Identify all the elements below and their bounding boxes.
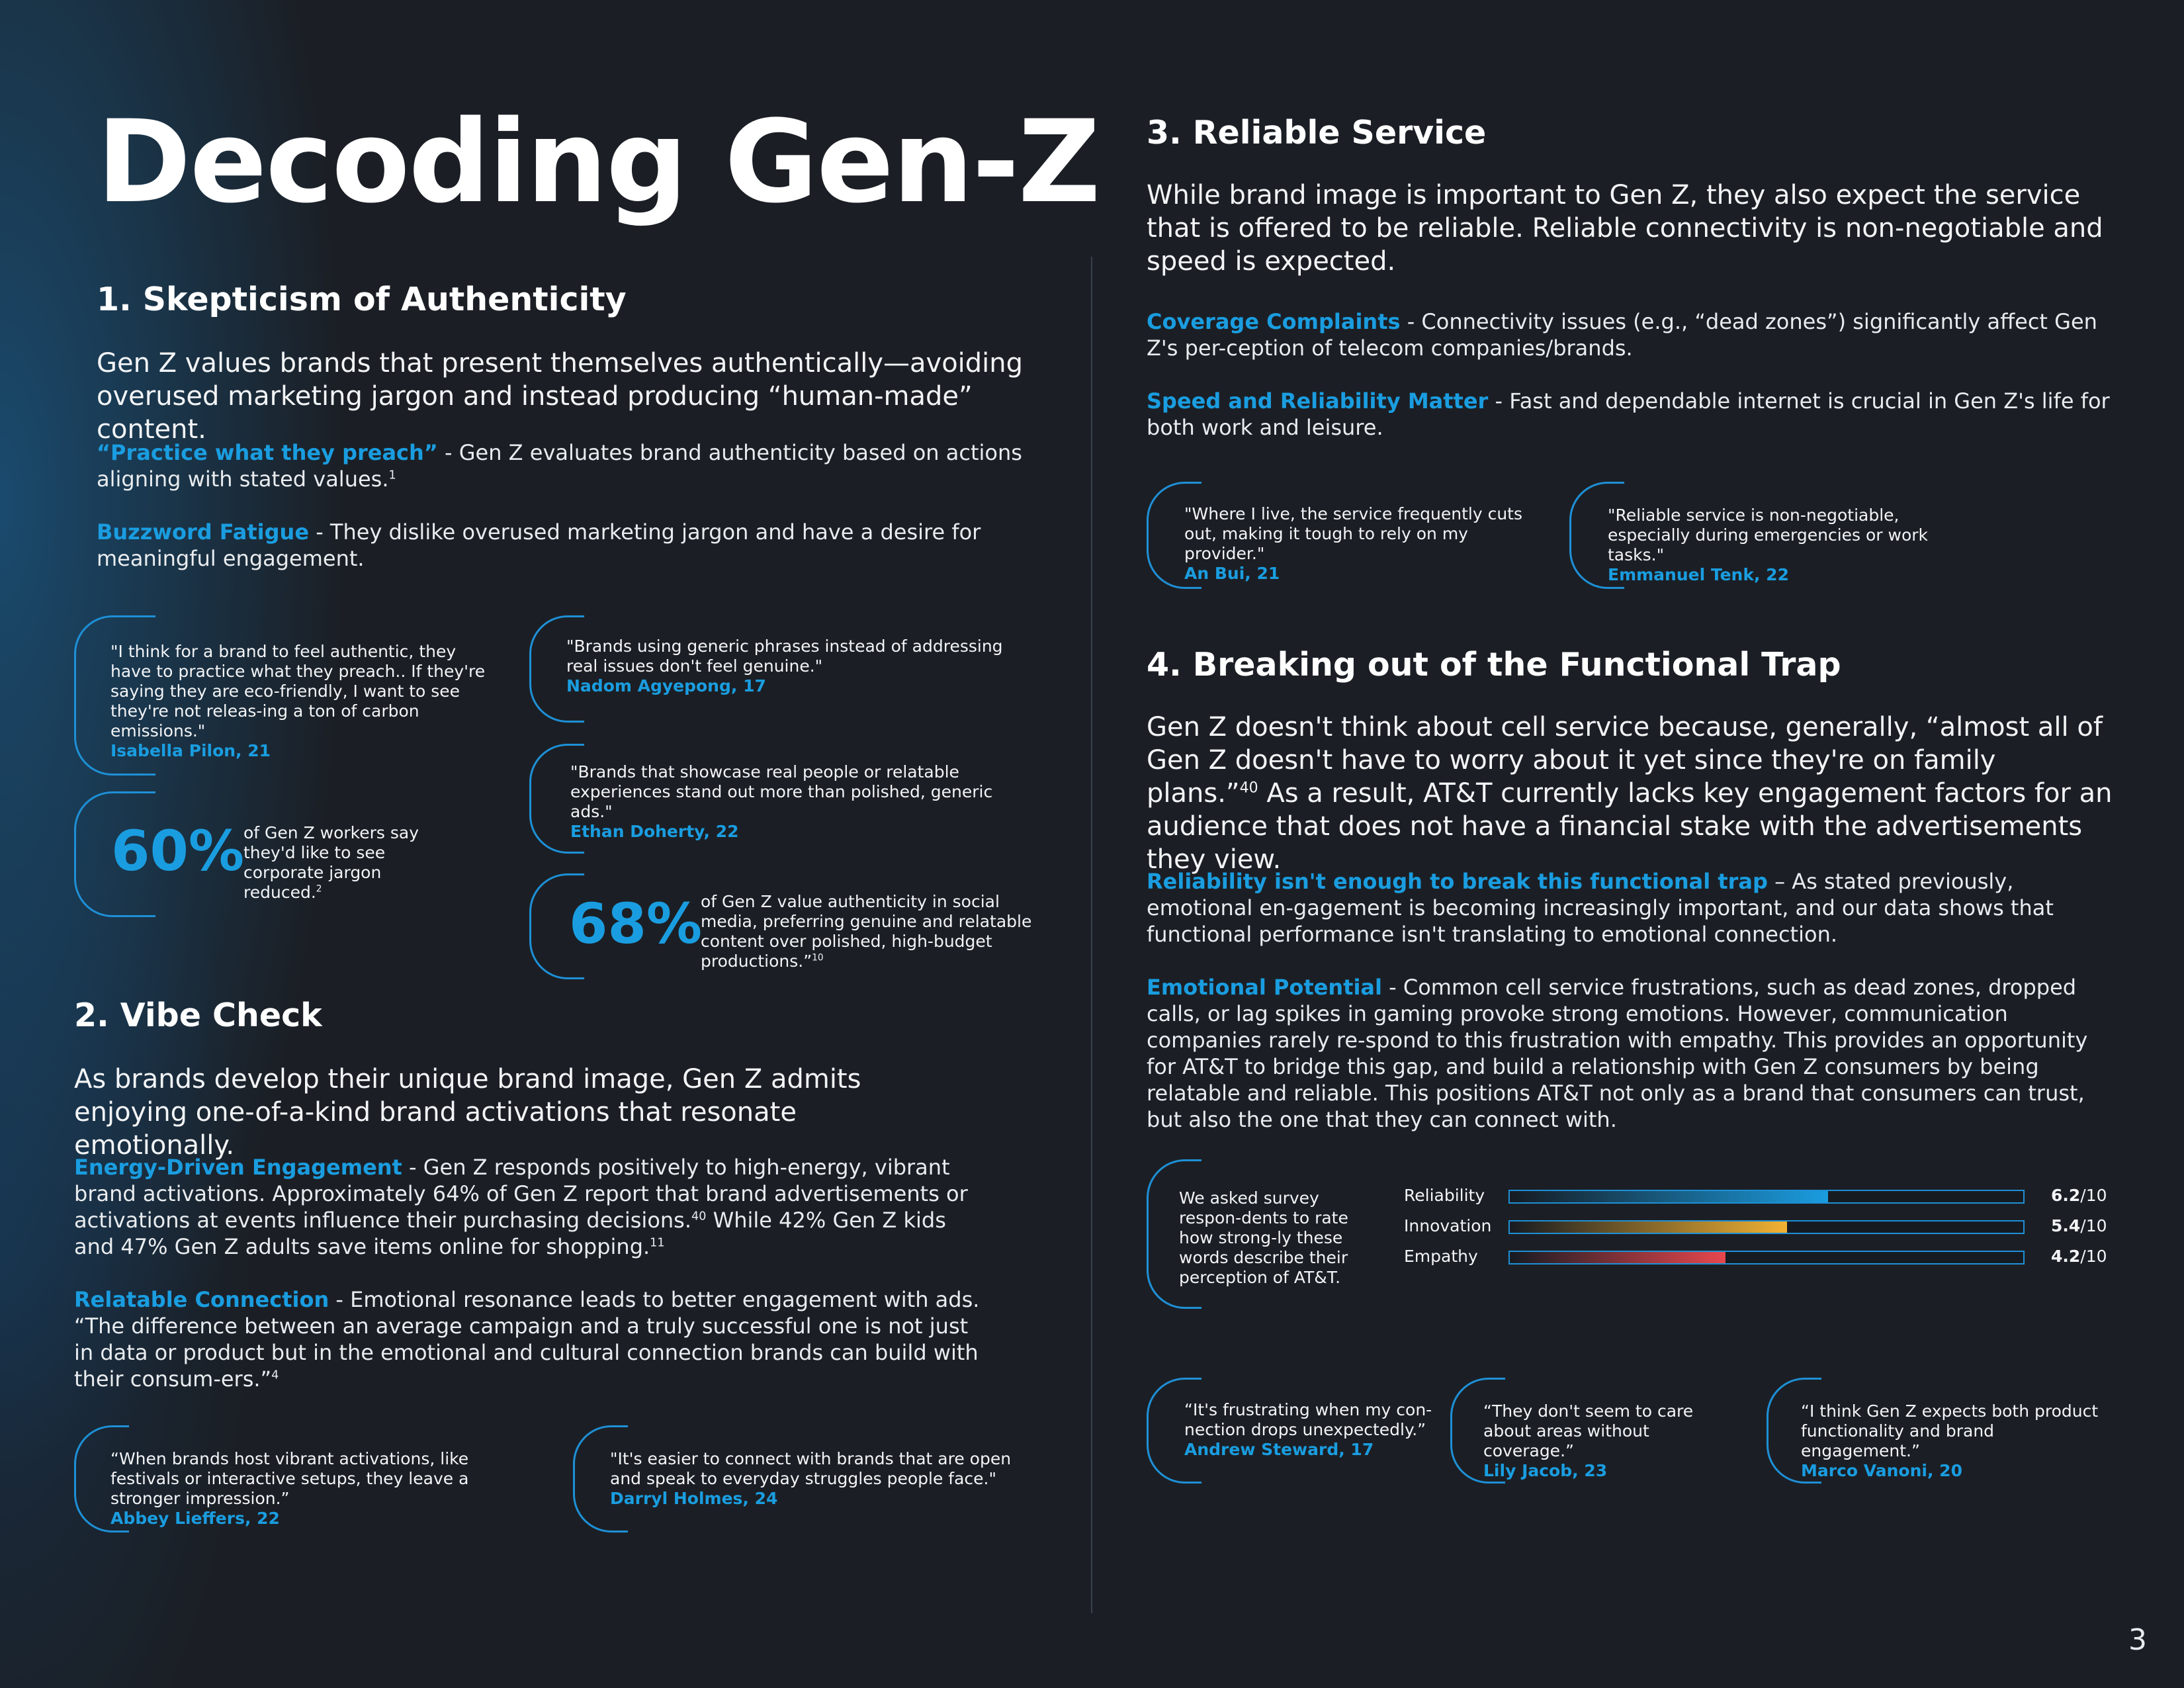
point-label: Coverage Complaints <box>1147 309 1401 334</box>
column-divider <box>1091 257 1092 1613</box>
footnote-ref: 1 <box>388 468 396 482</box>
section3-lead: While brand image is important to Gen Z,… <box>1147 180 2103 277</box>
point-label: “Practice what they preach” <box>97 440 438 465</box>
quote-author: Lily Jacob, 23 <box>1483 1461 1608 1480</box>
stat-68-text: of Gen Z value authenticity in social me… <box>701 892 1035 971</box>
point-text: - Common cell service frustrations, such… <box>1147 975 2088 1132</box>
section1-heading: 1. Skepticism of Authenticity <box>97 281 627 318</box>
bar-label-innovation: Innovation <box>1404 1216 1492 1235</box>
quote-author: Abbey Lieffers, 22 <box>110 1509 280 1528</box>
point-text: - Gen Z responds positively to high-ener… <box>74 1155 968 1233</box>
footnote-ref: 2 <box>316 883 322 895</box>
point-label: Emotional Potential <box>1147 975 1382 1000</box>
bar-value-innovation: 5.4/10 <box>2051 1216 2107 1235</box>
quote-abbey: “When brands host vibrant activations, l… <box>110 1449 534 1529</box>
bar-label-reliability: Reliability <box>1404 1186 1485 1205</box>
bar-label-empathy: Empathy <box>1404 1247 1478 1266</box>
quote-text: “I think Gen Z expects both product func… <box>1801 1401 2099 1460</box>
point-text: - Gen Z evaluates brand authenticity bas… <box>97 440 1022 492</box>
point-label: Energy-Driven Engagement <box>74 1155 402 1180</box>
quote-text: “When brands host vibrant activations, l… <box>110 1449 469 1508</box>
bar-track-reliability <box>1508 1190 2025 1204</box>
footnote-ref: 4 <box>271 1368 279 1382</box>
stat-bracket <box>74 791 155 917</box>
section4-point-1: Reliability isn't enough to break this f… <box>1147 868 2113 948</box>
bar-reliability <box>1510 1191 1829 1202</box>
section2-point-2: Relatable Connection - Emotional resonan… <box>74 1286 987 1392</box>
section2-heading: 2. Vibe Check <box>74 997 322 1034</box>
quote-text: "Where I live, the service frequently cu… <box>1184 504 1523 563</box>
stat-68-value: 68% <box>569 891 703 956</box>
point-label: Relatable Connection <box>74 1287 329 1312</box>
quote-author: Nadom Agyepong, 17 <box>566 676 766 695</box>
footnote-ref: 10 <box>812 952 824 963</box>
quote-text: “They don't seem to care about areas wit… <box>1483 1401 1694 1460</box>
quote-isabella: "I think for a brand to feel authentic, … <box>110 642 488 761</box>
section3-point-1: Coverage Complaints - Connectivity issue… <box>1147 308 2113 361</box>
point-text: – As stated previously, emotional en-gag… <box>1147 869 2054 947</box>
bar-track-empathy <box>1508 1251 2025 1265</box>
quote-text: "Reliable service is non-negotiable, esp… <box>1608 506 1929 564</box>
quote-text: "Brands that showcase real people or rel… <box>570 762 993 821</box>
point-label: Buzzword Fatigue <box>97 519 310 545</box>
quote-author: Marco Vanoni, 20 <box>1801 1461 1962 1480</box>
section1-point-2: Buzzword Fatigue - They dislike overused… <box>97 519 1049 572</box>
stat-60-text: of Gen Z workers say they'd like to see … <box>243 823 462 903</box>
quote-author: Andrew Steward, 17 <box>1184 1440 1374 1459</box>
point-text: - They dislike overused marketing jargon… <box>97 519 981 571</box>
section2-lead: As brands develop their unique brand ima… <box>74 1064 861 1161</box>
section4-lead: Gen Z doesn't think about cell service b… <box>1147 711 2113 876</box>
bar-empathy <box>1510 1252 1725 1263</box>
bar-value-empathy: 4.2/10 <box>2051 1247 2107 1266</box>
stat-text-body: of Gen Z value authenticity in social me… <box>701 892 1032 971</box>
lead-text: Gen Z doesn't think about cell service b… <box>1147 712 2103 809</box>
quote-lily: “They don't seem to care about areas wit… <box>1483 1401 1735 1481</box>
section4-heading: 4. Breaking out of the Functional Trap <box>1147 646 1841 684</box>
quote-bracket <box>74 615 155 776</box>
point-label: Speed and Reliability Matter <box>1147 388 1489 414</box>
quote-author: Isabella Pilon, 21 <box>110 741 271 760</box>
quote-nadom: "Brands using generic phrases instead of… <box>566 637 1016 696</box>
quote-author: Emmanuel Tenk, 22 <box>1608 565 1789 584</box>
quote-author: An Bui, 21 <box>1184 564 1280 583</box>
quote-text: "I think for a brand to feel authentic, … <box>110 642 486 740</box>
section1-point-1: “Practice what they preach” - Gen Z eval… <box>97 439 1049 492</box>
quote-author: Darryl Holmes, 24 <box>610 1489 778 1508</box>
section3-point-2: Speed and Reliability Matter - Fast and … <box>1147 388 2113 441</box>
section1-lead: Gen Z values brands that present themsel… <box>97 348 1024 445</box>
point-label: Reliability isn't enough to break this f… <box>1147 869 1768 894</box>
quote-darryl: "It's easier to connect with brands that… <box>610 1449 1033 1509</box>
point-text: - Fast and dependable internet is crucia… <box>1147 388 2110 440</box>
footnote-ref: 40 <box>1239 779 1258 797</box>
quote-text: "Brands using generic phrases instead of… <box>566 637 1003 676</box>
quote-andrew: “It's frustrating when my con-nection dr… <box>1184 1400 1442 1460</box>
point-text: - Connectivity issues (e.g., “dead zones… <box>1147 309 2097 361</box>
section4-point-2: Emotional Potential - Common cell servic… <box>1147 974 2113 1133</box>
stat-60-value: 60% <box>111 819 245 883</box>
bar-value-reliability: 6.2/10 <box>2051 1186 2107 1205</box>
survey-intro: We asked survey respon-dents to rate how… <box>1179 1188 1348 1287</box>
point-text: - Emotional resonance leads to better en… <box>74 1287 980 1392</box>
quote-ethan: "Brands that showcase real people or rel… <box>570 762 1033 842</box>
quote-author: Ethan Doherty, 22 <box>570 822 739 841</box>
bar-innovation <box>1510 1222 1788 1233</box>
stat-text-body: of Gen Z workers say they'd like to see … <box>243 823 419 902</box>
page-title: Decoding Gen-Z <box>97 95 1100 228</box>
bar-track-innovation <box>1508 1220 2025 1234</box>
section3-heading: 3. Reliable Service <box>1147 114 1487 152</box>
quote-anbui: "Where I live, the service frequently cu… <box>1184 504 1528 584</box>
quote-emmanuel: "Reliable service is non-negotiable, esp… <box>1608 506 1978 585</box>
quote-marco: “I think Gen Z expects both product func… <box>1801 1401 2105 1481</box>
footnote-ref: 40 <box>691 1210 707 1223</box>
quote-text: “It's frustrating when my con-nection dr… <box>1184 1400 1432 1439</box>
section2-point-1: Energy-Driven Engagement - Gen Z respond… <box>74 1154 987 1260</box>
point-text-cont: While 42% Gen Z kids and 47% Gen Z adult… <box>74 1208 946 1259</box>
footnote-ref: 11 <box>650 1236 665 1250</box>
page-number: 3 <box>2128 1623 2147 1657</box>
lead-text-cont: As a result, AT&T currently lacks key en… <box>1147 778 2113 875</box>
quote-text: "It's easier to connect with brands that… <box>610 1449 1012 1488</box>
